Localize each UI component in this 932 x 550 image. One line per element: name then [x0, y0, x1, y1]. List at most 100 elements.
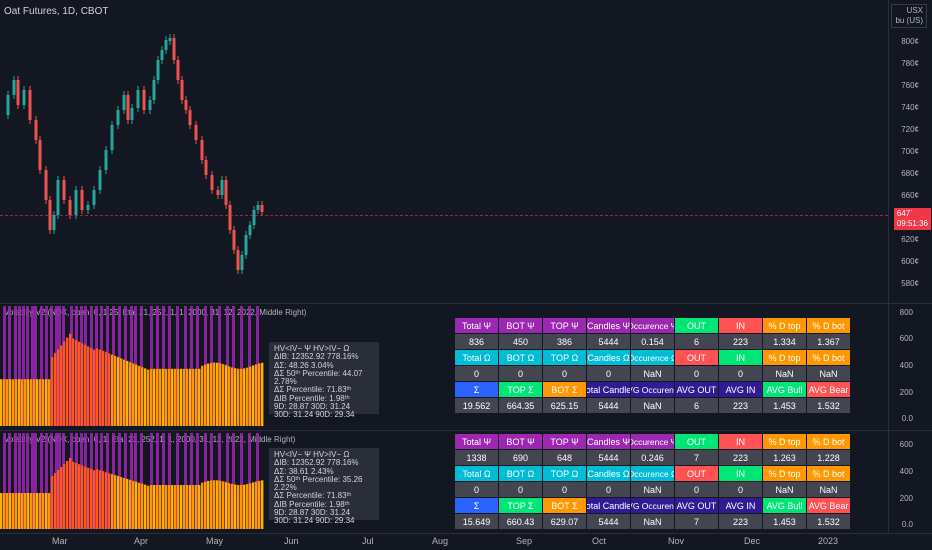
volatility-bar	[12, 379, 15, 426]
price-tick: 760¢	[901, 81, 919, 90]
volatility-bar	[24, 493, 27, 529]
volatility-bar	[189, 485, 192, 529]
table-header-cell: IN	[719, 434, 762, 449]
table-header-cell: BOT Σ	[543, 498, 586, 513]
table-cell: 629.07	[543, 514, 586, 529]
volatility-bar	[36, 493, 39, 529]
purple-band	[240, 306, 243, 426]
volatility-bar	[120, 477, 123, 529]
volatility-bar	[6, 379, 9, 426]
purple-band	[156, 306, 159, 426]
volatility-bar	[147, 369, 150, 426]
purple-band	[240, 433, 243, 529]
volatility-bar	[9, 379, 12, 426]
table-cell: 5444	[587, 450, 630, 465]
volatility-bar	[78, 341, 81, 426]
purple-band	[256, 306, 259, 426]
candle	[98, 170, 102, 190]
purple-band	[156, 433, 159, 529]
table-cell: 0	[499, 482, 542, 497]
purple-band	[55, 433, 58, 529]
price-axis[interactable]: USX bu (US) 800¢ 780¢ 760¢ 740¢ 720¢ 700¢ 680¢ 6…	[888, 0, 932, 303]
volatility-bar	[210, 480, 213, 529]
candle	[86, 205, 90, 210]
volatility-bar	[144, 484, 147, 529]
candle	[110, 125, 114, 150]
table-cell: NaN	[631, 482, 674, 497]
table-cell: NaN	[763, 366, 806, 381]
volatility-bar	[201, 482, 204, 529]
purple-band	[45, 433, 48, 529]
volatility-bar	[105, 352, 108, 426]
volatility-bar	[21, 379, 24, 426]
table-cell: 19.562	[455, 398, 498, 413]
volatility-bar	[6, 493, 9, 529]
candle	[168, 38, 172, 41]
volatility-bar	[72, 338, 75, 426]
price-tick: 680¢	[901, 169, 919, 178]
volatility-bar	[174, 368, 177, 426]
table-header-cell: Candles Ω	[587, 350, 630, 365]
volatility-bar	[213, 362, 216, 426]
table-cell: 0	[719, 482, 762, 497]
stat-line: 30D: 31.24 90D: 29.34	[274, 516, 355, 526]
candle	[224, 180, 228, 205]
volatility-bar	[183, 485, 186, 529]
indicator-tick: 0.0	[901, 520, 913, 529]
purple-band	[140, 433, 143, 529]
volatility-bar	[105, 472, 108, 529]
volatility-bar	[96, 348, 99, 426]
volatility-bar	[225, 482, 228, 529]
volatility-bar	[237, 484, 240, 529]
table-header-cell: BOT Ω	[499, 350, 542, 365]
volatility-bar	[0, 493, 3, 529]
table-header-cell: AVG Bear	[807, 498, 850, 513]
indicator-pane-2[interactable]: Volatility V2 (NDX, open, 0, 1, Eta, 21,…	[0, 431, 888, 533]
volatility-bar	[216, 480, 219, 529]
table-header-cell: Candles Ψ	[587, 434, 630, 449]
indicator-tick: 200	[899, 388, 913, 397]
pane-separator[interactable]	[0, 303, 932, 304]
table-header-cell: AVG IN	[719, 498, 762, 513]
volatility-bar	[240, 368, 243, 426]
volatility-bar	[231, 483, 234, 529]
table-cell: 1.453	[763, 514, 806, 529]
volatility-bar	[18, 493, 21, 529]
purple-band	[232, 433, 235, 529]
candlestick-chart[interactable]	[0, 0, 888, 303]
volatility-bar	[141, 367, 144, 426]
table-header-cell: Σ	[455, 382, 498, 397]
time-tick: May	[206, 536, 224, 546]
purple-band	[26, 433, 29, 529]
purple-band	[31, 306, 34, 426]
candle	[28, 90, 32, 120]
indicator-pane-1[interactable]: Volatility V2 (NDX, open, 0, 1.25, Eta, …	[0, 304, 888, 430]
table-cell: 1.228	[807, 450, 850, 465]
table-cell: 7	[675, 514, 718, 529]
purple-band	[22, 433, 25, 529]
volatility-bar	[132, 480, 135, 529]
currency-button[interactable]: USX bu (US)	[891, 4, 927, 28]
candle	[152, 80, 156, 100]
stat-line: ΔΣ: 48.26 3.04%	[274, 360, 334, 370]
volatility-bar	[252, 482, 255, 529]
table-cell: 1.532	[807, 514, 850, 529]
volatility-bar	[87, 346, 90, 426]
last-price-line	[0, 215, 888, 216]
table-header-cell: % D top	[763, 350, 806, 365]
pane-separator-2[interactable]	[0, 430, 932, 431]
candle	[52, 215, 56, 230]
volatility-bar	[261, 362, 264, 426]
table-cell: 6	[675, 398, 718, 413]
volatility-bar	[99, 349, 102, 426]
price-pane[interactable]: Oat Futures, 1D, CBOT	[0, 0, 888, 303]
table-header-cell: Total Candles	[587, 382, 630, 397]
table-header-cell: AVG Occurence	[631, 382, 674, 397]
table-header-cell: TOP Σ	[499, 382, 542, 397]
volatility-bar	[213, 480, 216, 529]
volatility-bar	[39, 379, 42, 426]
volatility-bar	[111, 474, 114, 529]
table-cell: 223	[719, 398, 762, 413]
stat-line: ΔIB Percentile: 1.98ᵗʰ	[274, 393, 350, 403]
